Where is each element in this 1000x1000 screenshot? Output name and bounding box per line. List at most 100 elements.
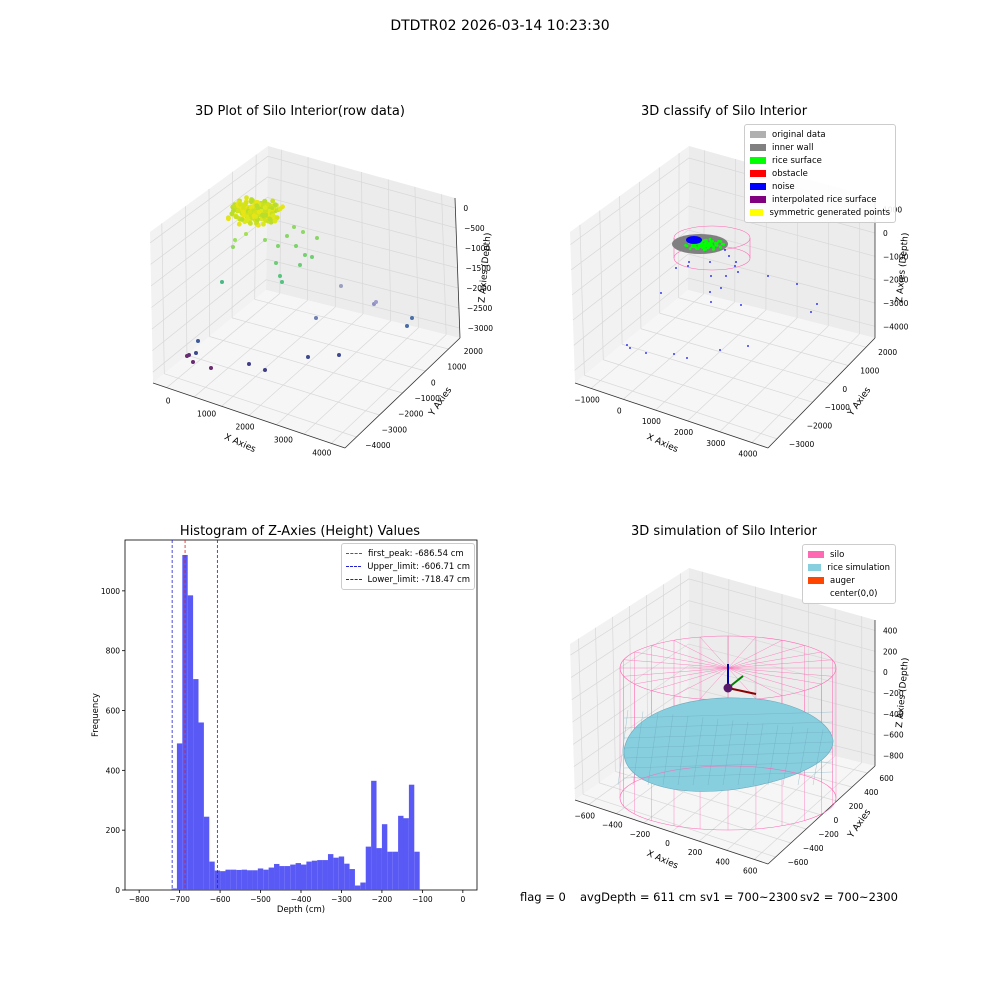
sim-rice-mesh-line <box>623 761 834 769</box>
legend-label: silo <box>830 549 845 560</box>
cls-rice-point <box>704 247 708 251</box>
sim-xtick-label: −600 <box>574 812 595 821</box>
raw-cloud-point <box>270 213 276 219</box>
cls-ztick-label: −3000 <box>883 299 909 308</box>
histogram-bar <box>301 864 307 890</box>
cls-rice-point <box>703 245 706 249</box>
histogram-xtick-label: −700 <box>169 895 190 904</box>
histogram-bar <box>198 722 204 890</box>
legend-swatch <box>808 551 824 558</box>
raw-cloud-point <box>235 208 241 213</box>
sim-rice-mesh-line <box>623 771 834 779</box>
sim-center-point <box>723 683 733 693</box>
legend-swatch <box>750 144 766 151</box>
raw-ygrid <box>303 327 419 435</box>
histogram-bar <box>171 888 177 890</box>
raw-xtick-label: 2000 <box>235 423 254 432</box>
raw-ytick-label: 2000 <box>464 347 483 356</box>
cls-xtick-label: 4000 <box>738 450 757 459</box>
histogram-xtick-label: −300 <box>331 895 352 904</box>
raw-point <box>339 284 343 288</box>
cls-zlabel: Z Axies (Depth) <box>895 232 911 303</box>
cls-xgrid <box>678 297 867 348</box>
cls-noise-point <box>675 267 677 269</box>
sim-silo-spoke <box>699 667 729 700</box>
cls-x-axis-line <box>574 382 769 449</box>
cls-zgrid <box>573 253 876 346</box>
legend-label: inner wall <box>772 142 814 153</box>
histogram-bar <box>387 851 393 890</box>
raw-cloud-point <box>247 209 253 215</box>
histogram-bar <box>311 860 318 890</box>
raw-point <box>410 316 414 320</box>
raw-right-pane <box>266 146 460 338</box>
raw-point <box>196 339 200 343</box>
raw-ygrid <box>193 300 308 398</box>
cls-ztick-label: 0 <box>883 229 888 238</box>
cls-xgrid-wall <box>619 196 623 345</box>
histogram-bar <box>176 743 183 890</box>
cls-xgrid-wall <box>599 210 604 360</box>
histogram-bar <box>327 854 334 890</box>
sim-silo-spoke <box>727 667 783 696</box>
histogram-bar <box>230 869 237 890</box>
raw-ztick-label: 0 <box>463 204 468 213</box>
classify-legend-item: rice surface <box>750 154 890 167</box>
raw-cloud-point <box>248 199 254 205</box>
cls-rice-point <box>693 245 697 249</box>
cls-xgrid <box>584 374 778 440</box>
simulation-plot-title: 3D simulation of Silo Interior <box>631 524 817 539</box>
raw-point <box>247 362 251 366</box>
raw-zgrid <box>152 279 460 373</box>
sim-xtick-label: 600 <box>743 866 758 875</box>
sim-zgrid <box>571 621 876 700</box>
cls-rice-point <box>709 240 713 243</box>
sim-ytick-label: 0 <box>834 816 839 825</box>
cls-y-axis-line <box>767 337 876 449</box>
raw-plot-title: 3D Plot of Silo Interior(row data) <box>195 104 405 119</box>
histogram-xtick-label: −400 <box>291 895 312 904</box>
sim-silo-spoke <box>727 651 822 669</box>
cls-rice-point <box>696 247 700 250</box>
cls-noise-point <box>810 311 812 313</box>
raw-cloud-point <box>225 216 231 222</box>
histogram-bar <box>203 816 210 890</box>
raw-point <box>263 368 267 372</box>
sim-ztick-label: 400 <box>883 626 898 635</box>
sim-ygrid <box>753 762 862 860</box>
sim-silo-spoke <box>623 659 729 669</box>
histogram-bar <box>220 871 226 890</box>
legend-label: obstacle <box>772 168 808 179</box>
cls-rice-point <box>719 239 723 243</box>
histogram-ylabel: Frequency <box>91 693 101 737</box>
cls-ztick-label: −2000 <box>883 276 909 285</box>
histogram-xtick-label: −100 <box>412 895 433 904</box>
cls-xtick-label: 1000 <box>642 417 661 426</box>
histogram-ytick-label: 0 <box>115 886 120 895</box>
histogram-bar <box>263 869 269 890</box>
histogram-bar <box>414 851 420 890</box>
raw-ytick-label: 1000 <box>447 363 466 372</box>
cls-noise-point <box>740 304 742 306</box>
raw-point <box>292 225 296 229</box>
histogram-bar <box>241 869 248 890</box>
sim-ztick-label: −200 <box>883 689 904 698</box>
histogram-bar <box>338 856 345 890</box>
cls-noise-point <box>710 301 712 303</box>
sim-rice-mesh-line <box>623 731 834 739</box>
sim-rice-mesh-line <box>722 720 734 786</box>
legend-label: auger <box>830 575 855 586</box>
histogram-bar <box>290 864 296 890</box>
raw-ztick-label: −1500 <box>466 264 492 273</box>
raw-ygrid <box>331 334 447 444</box>
sim-rice-mesh-line <box>632 711 644 786</box>
footer-sv2: sv2 = 700~2300 <box>800 890 898 904</box>
histogram-bar <box>268 867 275 890</box>
histogram-bar <box>187 595 194 890</box>
raw-z-axis-line <box>454 197 461 339</box>
sim-xtick-label: 400 <box>715 857 730 866</box>
histogram-ytick-label: 200 <box>106 826 121 835</box>
raw-point <box>310 255 314 259</box>
sim-silo-spoke <box>673 640 729 669</box>
raw-ztick-label: −2500 <box>467 304 493 313</box>
